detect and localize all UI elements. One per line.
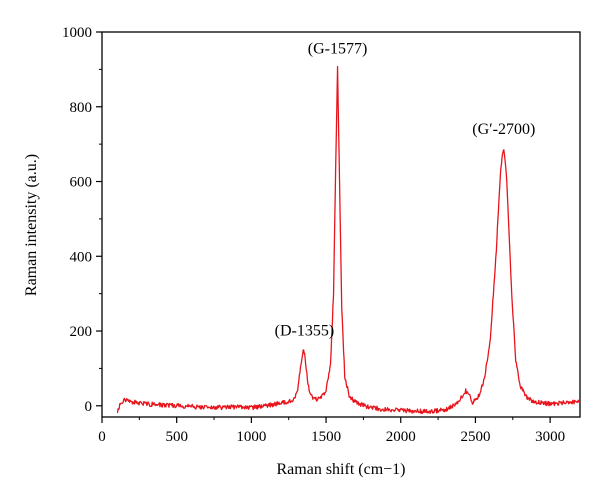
peak-annotation-1: (G-1577) <box>308 41 368 58</box>
series-layer <box>116 65 581 415</box>
y-tick-label-600: 600 <box>70 175 93 191</box>
x-tick-label-1500: 1500 <box>311 429 341 445</box>
x-tick-label-500: 500 <box>165 429 188 445</box>
x-tick-label-2500: 2500 <box>460 429 490 445</box>
x-tick-label-2000: 2000 <box>386 429 416 445</box>
y-axis: 0 200 400 600 800 1000 <box>62 25 102 415</box>
series-line-0 <box>116 65 581 415</box>
x-axis: 0 500 1000 1500 2000 2500 3000 <box>98 417 565 445</box>
annotation-layer: (D-1355) (G-1577) (G′-2700) <box>275 41 536 340</box>
peak-annotation-0: (D-1355) <box>275 323 335 340</box>
y-tick-label-1000: 1000 <box>62 25 92 41</box>
y-tick-label-400: 400 <box>70 249 93 265</box>
x-tick-label-3000: 3000 <box>535 429 565 445</box>
y-tick-label-200: 200 <box>70 324 93 340</box>
y-axis-label: Raman intensity (a.u.) <box>23 154 40 296</box>
x-tick-label-0: 0 <box>98 429 106 445</box>
y-tick-label-0: 0 <box>85 399 93 415</box>
peak-annotation-2: (G′-2700) <box>472 121 535 138</box>
y-tick-label-800: 800 <box>70 100 93 116</box>
x-tick-label-1000: 1000 <box>236 429 266 445</box>
plot-area: (D-1355) (G-1577) (G′-2700) <box>101 31 581 418</box>
x-axis-label: Raman shift (cm−1) <box>277 461 406 478</box>
plot-frame <box>101 31 581 418</box>
